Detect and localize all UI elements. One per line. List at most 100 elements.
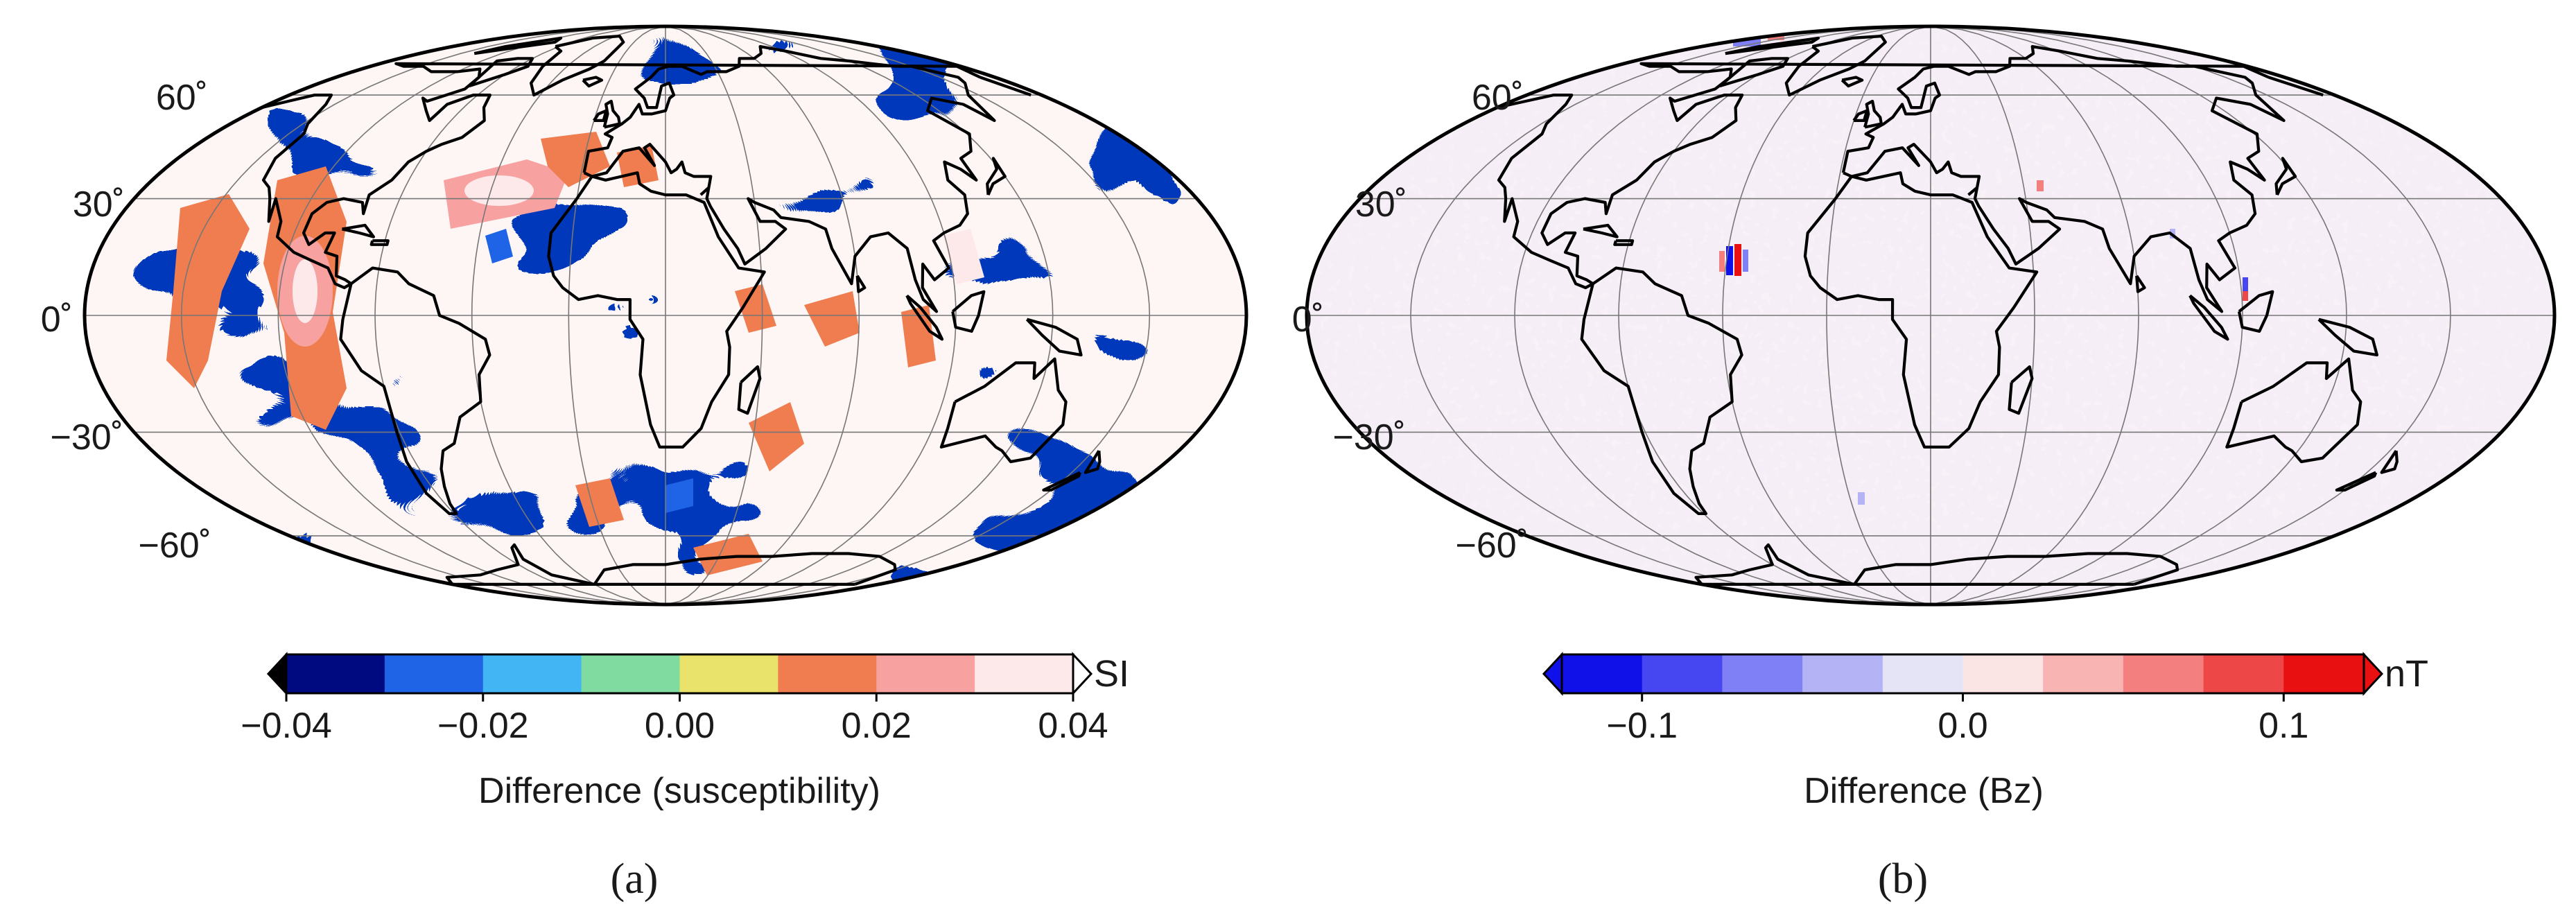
colorbar-segment [679, 654, 778, 693]
coastlines [1497, 35, 2399, 586]
coastline [1725, 36, 1820, 55]
panel-label: (b) [1878, 855, 1928, 903]
meridian-line [1930, 26, 2139, 605]
coastline [1497, 62, 2324, 290]
colorbar-segment [876, 654, 975, 693]
lat-label-0: 0˚ [41, 299, 73, 340]
coastline [2225, 357, 2362, 464]
coastline [1613, 239, 1635, 246]
colorbar-segment [1882, 654, 1963, 693]
coastline [2274, 157, 2297, 195]
lat-label-minus30: −30˚ [1332, 417, 1406, 458]
coastline [1042, 471, 1081, 492]
coastline [1841, 45, 2286, 313]
coastline [1784, 35, 1887, 97]
coastline [261, 62, 1032, 290]
colorbar-segment [2043, 654, 2124, 693]
meridian-line [665, 26, 1054, 605]
coastline [1580, 266, 1743, 515]
colorbar-tick-label: −0.1 [1606, 706, 1678, 746]
coastline [2188, 294, 2229, 341]
colorbar-segment [286, 654, 385, 693]
meridian-line [1930, 26, 2035, 605]
coastlines [261, 35, 1102, 586]
map-outline [1305, 24, 2557, 607]
colorbar-segment [1722, 654, 1803, 693]
lat-label-60: 60˚ [1472, 78, 1524, 118]
colorbar-segment [975, 654, 1074, 693]
colorbar-unit: SI [1094, 653, 1129, 695]
colorbar-tick-label: 0.02 [842, 706, 912, 746]
coastline [1863, 99, 1883, 129]
meridian-line [665, 26, 1151, 605]
meridian-line [1930, 26, 2451, 605]
meridian-line [1930, 26, 2243, 605]
map-panel-b: 60˚ 30˚ 0˚ −30˚ −60˚ −0.1 0.0 0.1 nT Diffe… [1292, 24, 2557, 903]
coastline [2317, 318, 2378, 357]
lat-label-60: 60˚ [156, 78, 208, 118]
coastline [530, 35, 625, 97]
lat-label-30: 30˚ [1355, 184, 1407, 225]
meridian-line [665, 26, 860, 605]
coastline [602, 99, 621, 129]
coastline [2335, 471, 2378, 492]
coastline [939, 357, 1068, 464]
coastline [1084, 450, 1102, 474]
meridian-line [1514, 26, 1931, 605]
colorbar-segment [1562, 654, 1643, 693]
lat-label-0: 0˚ [1292, 299, 1324, 340]
colorbar-tick-label: −0.04 [241, 706, 332, 746]
coastline [547, 171, 766, 449]
colorbar-segment [1963, 654, 2044, 693]
meridian-line [1826, 26, 1931, 605]
coastline [699, 186, 711, 196]
coastline [473, 36, 563, 55]
colorbar-segment [1802, 654, 1883, 693]
meridian-line [1410, 26, 1931, 605]
map-panel-a: 60˚ 30˚ 0˚ −30˚ −60˚ −0.04 −0.02 0.00 0.02 0… [41, 24, 1248, 903]
coastline [1803, 171, 2039, 449]
meridian-line [1930, 26, 2347, 605]
colorbar-segment [384, 654, 484, 693]
colorbar: −0.04 −0.02 0.00 0.02 0.04 [241, 652, 1108, 746]
colorbar-segment [778, 654, 877, 693]
colorbar-tick-label: 0.04 [1038, 706, 1108, 746]
coastline [342, 223, 375, 238]
coastline [369, 239, 390, 246]
coastline [1694, 543, 2179, 586]
colorbar-segment [1642, 654, 1723, 693]
coastline [339, 266, 491, 515]
colorbar-segment [2283, 654, 2365, 693]
colorbar-title: Difference (Bz) [1804, 771, 2044, 811]
meridian-line [471, 26, 666, 605]
coastline [2237, 290, 2274, 333]
lat-label-minus60: −60˚ [138, 525, 211, 566]
colorbar-segment [2203, 654, 2284, 693]
coastline [986, 157, 1007, 195]
colorbar-title: Difference (susceptibility) [478, 771, 880, 811]
colorbar-tick-label: 0.00 [645, 706, 715, 746]
meridian-line [180, 26, 666, 605]
coastline [737, 365, 762, 415]
meridian-line [568, 26, 666, 605]
lat-label-30: 30˚ [73, 184, 125, 225]
coastline [1967, 186, 1978, 196]
coastline [1025, 318, 1083, 357]
meridian-line [665, 26, 957, 605]
coastline [582, 45, 996, 313]
coastline [2008, 365, 2034, 415]
coastline [1583, 223, 1619, 238]
colorbar: −0.1 0.0 0.1 [1542, 652, 2384, 746]
meridian-line [1722, 26, 1931, 605]
colorbar-extend-high [2362, 652, 2384, 696]
colorbar-segment [482, 654, 582, 693]
coastline [951, 290, 986, 333]
colorbar-extend-low [1542, 652, 1563, 696]
coastline [1852, 109, 1869, 122]
colorbar-segment [581, 654, 680, 693]
coastline [855, 275, 867, 293]
coastline [1718, 57, 1789, 88]
coastline [593, 109, 608, 122]
coastline [1840, 76, 1864, 88]
